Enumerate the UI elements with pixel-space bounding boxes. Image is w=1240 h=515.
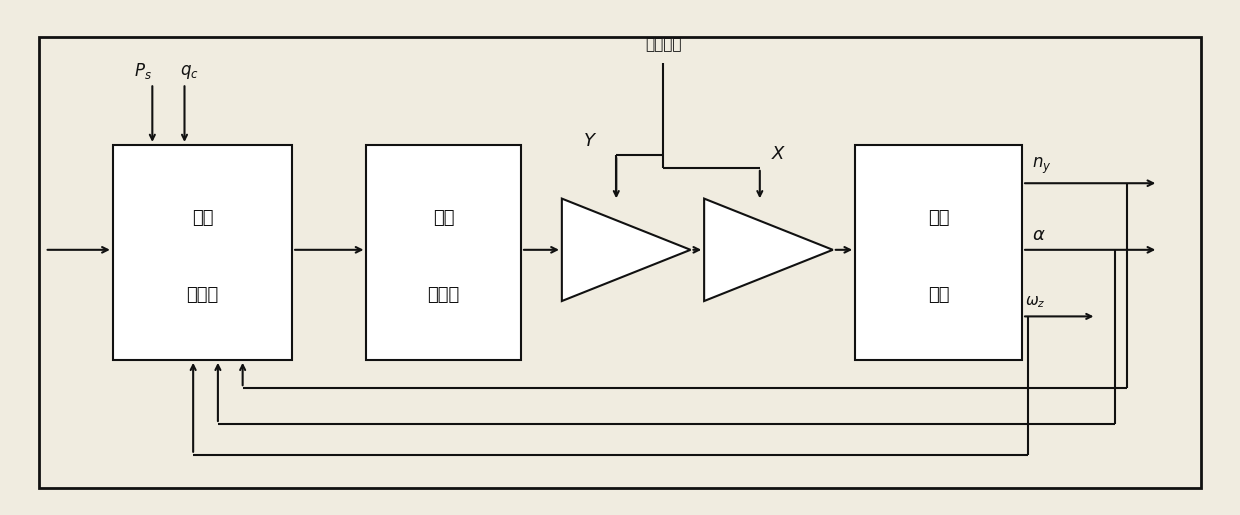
Text: Y: Y [584,132,594,150]
Text: $P_s$: $P_s$ [134,61,151,81]
Text: 计算机: 计算机 [186,286,218,304]
Text: $n_y$: $n_y$ [1032,156,1052,176]
Text: 伺服: 伺服 [433,209,454,227]
Bar [113,145,293,360]
Text: $q_c$: $q_c$ [180,63,198,81]
Polygon shape [562,199,691,301]
Polygon shape [704,199,833,301]
Text: 作动器: 作动器 [428,286,460,304]
Bar [856,145,1022,360]
Text: $\alpha$: $\alpha$ [1032,226,1045,244]
Bar [366,145,521,360]
Text: X: X [773,145,785,163]
Text: 机体: 机体 [928,286,950,304]
Text: 飞机: 飞机 [928,209,950,227]
Text: 激励信号: 激励信号 [645,38,682,53]
Text: $\omega_z$: $\omega_z$ [1024,295,1045,310]
Bar [38,37,1202,488]
Text: 飞控: 飞控 [192,209,213,227]
